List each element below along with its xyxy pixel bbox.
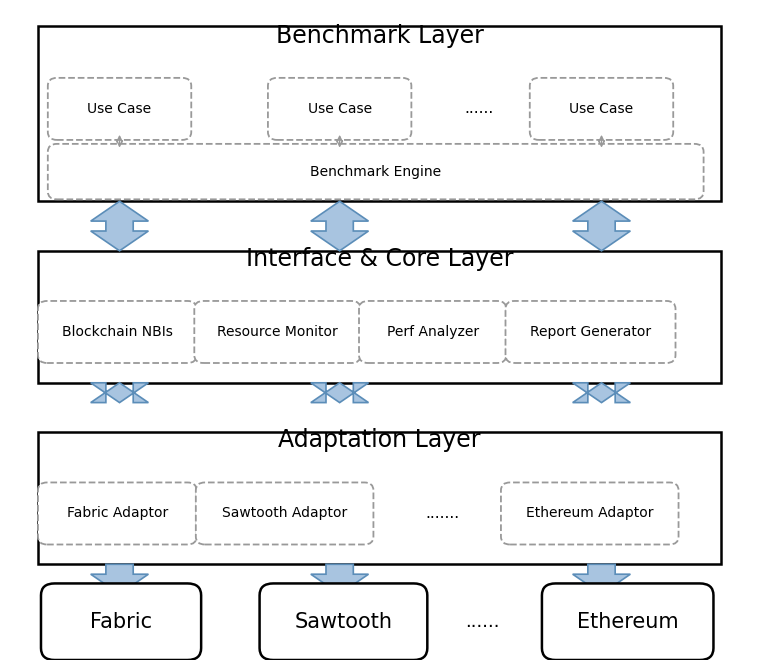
- Polygon shape: [91, 201, 149, 251]
- Text: Adaptation Layer: Adaptation Layer: [279, 428, 480, 452]
- Polygon shape: [91, 564, 149, 594]
- FancyBboxPatch shape: [542, 583, 713, 660]
- Text: Interface & Core Layer: Interface & Core Layer: [246, 247, 513, 271]
- Text: Use Case: Use Case: [87, 102, 152, 116]
- Text: Report Generator: Report Generator: [530, 325, 651, 339]
- FancyBboxPatch shape: [38, 251, 721, 383]
- FancyBboxPatch shape: [260, 583, 427, 660]
- Text: Sawtooth Adaptor: Sawtooth Adaptor: [222, 506, 348, 521]
- FancyBboxPatch shape: [196, 482, 373, 544]
- FancyBboxPatch shape: [268, 78, 411, 140]
- Text: Fabric Adaptor: Fabric Adaptor: [67, 506, 168, 521]
- FancyBboxPatch shape: [194, 301, 361, 363]
- FancyBboxPatch shape: [38, 26, 721, 201]
- Text: .......: .......: [426, 506, 460, 521]
- Text: Benchmark Layer: Benchmark Layer: [276, 24, 483, 48]
- FancyBboxPatch shape: [359, 301, 506, 363]
- Text: Fabric: Fabric: [90, 612, 152, 632]
- Text: Use Case: Use Case: [569, 102, 634, 116]
- Text: Sawtooth: Sawtooth: [294, 612, 392, 632]
- FancyBboxPatch shape: [38, 432, 721, 564]
- Text: Ethereum Adaptor: Ethereum Adaptor: [526, 506, 653, 521]
- Text: Ethereum: Ethereum: [577, 612, 679, 632]
- Text: ......: ......: [465, 102, 494, 116]
- Polygon shape: [311, 564, 369, 594]
- FancyBboxPatch shape: [505, 301, 676, 363]
- Text: Blockchain NBIs: Blockchain NBIs: [61, 325, 173, 339]
- FancyBboxPatch shape: [501, 482, 679, 544]
- FancyBboxPatch shape: [48, 144, 704, 199]
- Polygon shape: [311, 383, 369, 403]
- FancyBboxPatch shape: [530, 78, 673, 140]
- FancyBboxPatch shape: [41, 583, 201, 660]
- Polygon shape: [91, 383, 149, 403]
- Text: Use Case: Use Case: [307, 102, 372, 116]
- FancyBboxPatch shape: [38, 482, 197, 544]
- FancyBboxPatch shape: [38, 301, 197, 363]
- Polygon shape: [572, 383, 631, 403]
- Polygon shape: [311, 201, 369, 251]
- Polygon shape: [572, 564, 631, 594]
- FancyBboxPatch shape: [48, 78, 191, 140]
- Polygon shape: [572, 201, 631, 251]
- Text: ......: ......: [465, 613, 500, 631]
- Text: Perf Analyzer: Perf Analyzer: [386, 325, 479, 339]
- Text: Resource Monitor: Resource Monitor: [217, 325, 338, 339]
- Text: Benchmark Engine: Benchmark Engine: [310, 164, 441, 179]
